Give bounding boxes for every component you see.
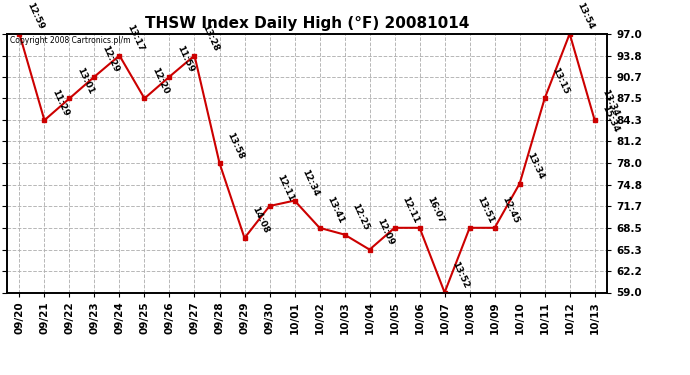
Text: 12:20: 12:20 (150, 66, 170, 96)
Text: 12:45: 12:45 (500, 195, 520, 225)
Text: 13:34: 13:34 (525, 151, 546, 181)
Text: 13:52: 13:52 (450, 260, 471, 290)
Text: 16:07: 16:07 (425, 195, 446, 225)
Text: 11:29: 11:29 (50, 88, 70, 117)
Text: 12:59: 12:59 (25, 1, 46, 31)
Text: 13:17: 13:17 (125, 23, 146, 53)
Text: 12:11: 12:11 (275, 174, 295, 203)
Text: 12:34: 12:34 (300, 168, 320, 198)
Text: 13:51: 13:51 (475, 195, 495, 225)
Text: 13:15: 13:15 (550, 66, 571, 96)
Text: 15:34: 15:34 (600, 104, 620, 134)
Text: Copyright 2008 Cartronics.pl/m: Copyright 2008 Cartronics.pl/m (10, 36, 130, 45)
Text: 11:59: 11:59 (175, 44, 195, 74)
Text: 13:01: 13:01 (75, 66, 95, 96)
Text: 13:54: 13:54 (575, 1, 595, 31)
Title: THSW Index Daily High (°F) 20081014: THSW Index Daily High (°F) 20081014 (145, 16, 469, 31)
Text: 13:34: 13:34 (600, 88, 620, 117)
Text: 13:58: 13:58 (225, 130, 246, 160)
Text: 12:11: 12:11 (400, 195, 420, 225)
Text: 12:25: 12:25 (350, 202, 371, 232)
Text: 14:08: 14:08 (250, 206, 270, 235)
Text: 12:29: 12:29 (100, 44, 120, 74)
Text: 13:41: 13:41 (325, 195, 346, 225)
Text: 13:28: 13:28 (200, 23, 220, 53)
Text: 12:09: 12:09 (375, 217, 395, 247)
